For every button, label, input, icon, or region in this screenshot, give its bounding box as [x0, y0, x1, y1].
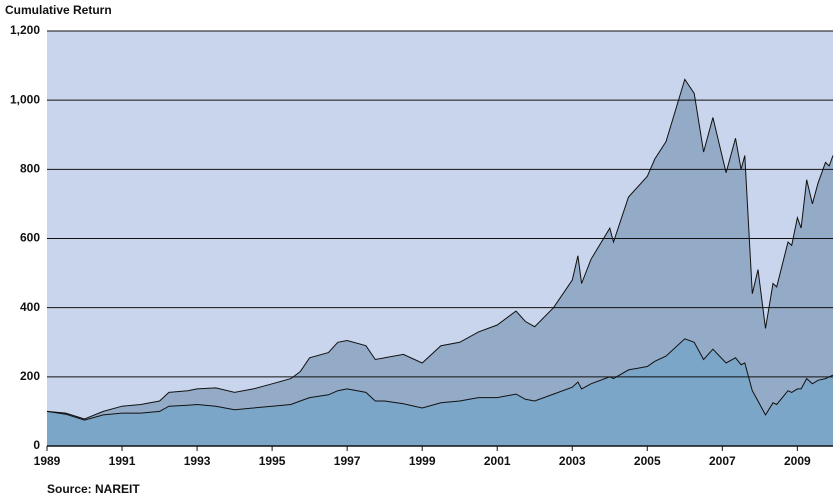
y-tick-label: 1,000 [10, 92, 40, 106]
x-tick-label: 2001 [484, 454, 511, 468]
x-tick-label: 1999 [409, 454, 436, 468]
x-tick-label: 2003 [559, 454, 586, 468]
chart-title: Cumulative Return [5, 3, 112, 17]
source-note: Source: NAREIT [47, 482, 140, 496]
x-tick-label: 1991 [109, 454, 136, 468]
area [47, 338, 833, 446]
x-tick-label: 1993 [184, 454, 211, 468]
area [47, 79, 833, 447]
y-tick-label: 0 [33, 438, 40, 452]
y-tick-label: 200 [20, 369, 40, 383]
area-line [46, 338, 834, 421]
x-tick-label: 1997 [334, 454, 361, 468]
x-tick-label: 1995 [259, 454, 286, 468]
x-tick-label: 2007 [709, 454, 736, 468]
y-tick-label: 800 [20, 162, 40, 176]
y-tick-label: 600 [20, 231, 40, 245]
x-tick-label: 2005 [634, 454, 661, 468]
area-line [46, 78, 834, 420]
x-tick-label: 1989 [34, 454, 61, 468]
x-tick-label: 2009 [784, 454, 811, 468]
y-tick-label: 1,200 [10, 23, 40, 37]
y-tick-label: 400 [20, 300, 40, 314]
